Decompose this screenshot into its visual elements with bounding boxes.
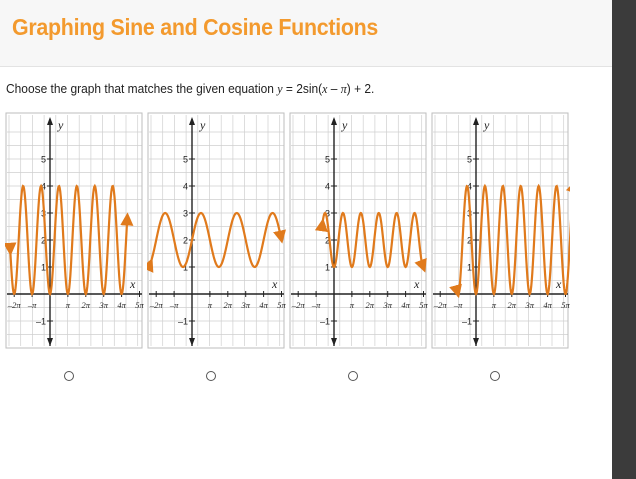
y-tick-label: –1 [320,317,330,327]
x-tick-label: 4π [401,300,410,310]
y-axis-arrow-down [473,338,479,346]
y-tick-label: 4 [41,182,46,192]
x-tick-label: 5π [561,300,570,310]
y-axis-arrow-up [473,117,479,125]
x-tick-label: 3π [240,300,250,310]
x-tick-label: 3π [98,300,108,310]
x-tick-label: –2π [291,300,306,310]
y-tick-label: 1 [325,263,330,273]
graph-option-d: y x –1 1 2 3 4 5 –2π –π π 2π 3π 4π 5π [431,111,570,350]
x-tick-label: 4π [259,300,268,310]
scrollbar[interactable] [612,0,636,479]
y-tick-label: –1 [36,317,46,327]
x-tick-label: 2π [508,300,517,310]
x-tick-label: 5π [135,300,144,310]
graph-frame [147,112,285,349]
graph-axes [433,117,568,346]
y-axis-arrow-down [331,338,337,346]
page-title: Graphing Sine and Cosine Functions [12,14,379,40]
y-tick-label: 5 [325,155,330,165]
graph-grid [291,115,426,349]
x-tick-label: 5π [277,300,286,310]
question-text: Choose the graph that matches the given … [6,81,375,96]
x-tick-label: –2π [149,300,164,310]
x-tick-label: –π [27,300,37,310]
x-tick-label: π [208,300,213,310]
y-axis-label: y [199,118,206,132]
y-tick-label: –1 [462,317,472,327]
x-tick-label: –2π [7,300,22,310]
graph-axes [291,117,426,346]
y-axis-label: y [57,118,64,132]
x-tick-label: 4π [543,300,552,310]
x-tick-label: 2π [224,300,233,310]
y-tick-label: 2 [183,236,188,246]
y-tick-label: 5 [183,155,188,165]
radio-option-a[interactable] [64,371,74,381]
x-tick-label: 3π [382,300,392,310]
graph-frame [431,112,569,349]
graph-option-c: y x –1 1 2 3 4 5 –2π –π π 2π 3π 4π 5π [289,111,428,350]
graph-option-a: y x –1 1 2 3 4 5 –2π –π π 2π 3π 4π 5π [5,111,144,350]
sine-curve [5,183,134,297]
y-axis-arrow-down [189,338,195,346]
y-tick-label: 3 [183,209,188,219]
graph-axes [149,117,284,346]
y-tick-label: 4 [183,182,188,192]
sine-curve [449,179,570,299]
y-tick-label: 3 [325,209,330,219]
x-tick-label: 2π [366,300,375,310]
x-tick-label: –π [453,300,463,310]
y-axis-arrow-up [47,117,53,125]
x-tick-label: –2π [433,300,448,310]
x-axis-label: x [271,277,278,291]
x-tick-label: 4π [117,300,126,310]
y-tick-label: –1 [178,317,188,327]
y-axis-arrow-down [47,338,53,346]
x-tick-label: –π [311,300,321,310]
y-axis-arrow-up [331,117,337,125]
radio-option-b[interactable] [206,371,216,381]
radio-option-c[interactable] [348,371,358,381]
y-tick-label: 5 [41,155,46,165]
y-axis-label: y [341,118,348,132]
y-tick-label: 5 [467,155,472,165]
graph-grid [149,115,284,349]
x-tick-label: π [350,300,355,310]
graph-grid [433,115,568,349]
graph-option-b: y x –1 1 2 3 4 5 –2π –π π 2π 3π 4π 5π [147,111,286,350]
x-tick-label: 3π [524,300,534,310]
x-tick-label: π [66,300,71,310]
y-tick-label: 1 [467,263,472,273]
x-tick-label: 5π [419,300,428,310]
x-tick-label: 2π [82,300,91,310]
y-tick-label: 4 [325,182,330,192]
radio-option-d[interactable] [490,371,500,381]
x-axis-label: x [555,277,562,291]
x-tick-label: π [492,300,497,310]
y-axis-label: y [483,118,490,132]
page-header: Graphing Sine and Cosine Functions [0,0,612,67]
x-axis-label: x [413,277,420,291]
y-axis-arrow-up [189,117,195,125]
sine-curve [314,211,427,273]
sine-curve [147,211,286,273]
x-axis-label: x [129,277,136,291]
x-tick-label: –π [169,300,179,310]
y-tick-label: 1 [41,263,46,273]
